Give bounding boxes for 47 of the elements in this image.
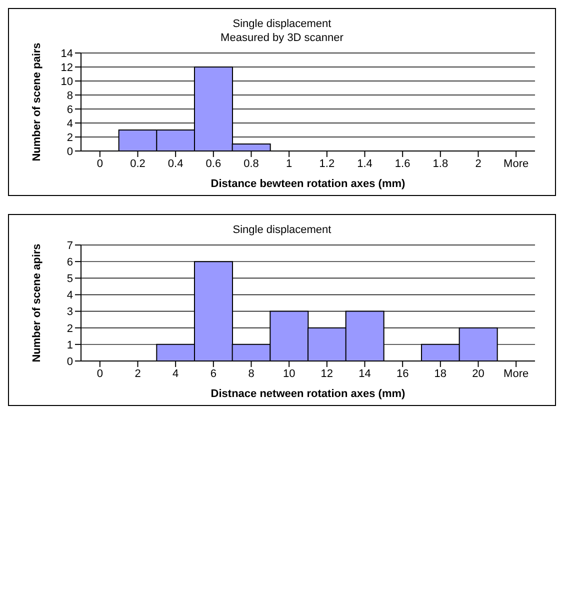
x-axis-title: Distance bewteen rotation axes (mm) xyxy=(210,178,406,190)
x-tick-label: 0.8 xyxy=(244,158,259,170)
x-tick-label: 1.2 xyxy=(319,158,335,170)
chart-title: Single displacement xyxy=(232,17,332,31)
x-tick-label: 16 xyxy=(396,368,409,380)
x-tick-label: 10 xyxy=(282,368,296,380)
x-tick-label: 18 xyxy=(434,368,447,380)
y-axis-title: Number of scene apirs xyxy=(31,244,43,362)
x-tick-label: 0.4 xyxy=(168,158,184,170)
x-tick-label: 2 xyxy=(475,158,482,170)
y-tick-label: 5 xyxy=(66,273,73,286)
y-tick-label: 14 xyxy=(60,48,73,60)
x-tick-label: 1.8 xyxy=(432,158,448,170)
chart-title: Single displacement xyxy=(232,223,332,237)
x-tick-label: 12 xyxy=(320,368,334,380)
x-tick-label: 14 xyxy=(358,368,371,380)
y-tick-label: 2 xyxy=(66,132,73,144)
x-tick-label: 0.6 xyxy=(206,158,222,170)
x-tick-label: More xyxy=(504,368,529,380)
x-tick-label: 1.4 xyxy=(357,158,372,170)
x-tick-label: 1 xyxy=(286,158,292,170)
x-axis-title: Distnace netween rotation axes (mm) xyxy=(210,388,406,400)
x-tick-label: 0 xyxy=(96,158,103,170)
y-axis-title: Number of scene pairs xyxy=(31,42,43,162)
y-tick-label: 3 xyxy=(66,306,73,318)
y-tick-label: 6 xyxy=(66,256,73,268)
x-tick-label: 20 xyxy=(472,368,484,380)
x-tick-label: 2 xyxy=(134,368,141,380)
y-tick-label: 7 xyxy=(66,240,73,252)
y-tick-label: 10 xyxy=(60,76,73,88)
y-tick-label: 1 xyxy=(66,339,73,352)
y-tick-label: 8 xyxy=(66,90,73,102)
y-tick-label: 0 xyxy=(66,146,73,158)
x-tick-label: 6 xyxy=(210,368,216,380)
y-tick-label: 4 xyxy=(66,290,73,302)
x-tick-label: 0 xyxy=(96,368,103,380)
x-tick-label: 4 xyxy=(172,368,179,380)
x-tick-label: More xyxy=(504,158,529,170)
y-tick-label: 6 xyxy=(66,104,73,116)
chart-subtitle: Measured by 3D scanner xyxy=(220,32,344,44)
y-tick-label: 2 xyxy=(66,322,73,335)
y-tick-label: 0 xyxy=(66,356,73,368)
x-tick-label: 8 xyxy=(248,368,254,380)
y-tick-label: 12 xyxy=(60,62,73,74)
y-tick-label: 4 xyxy=(66,118,73,130)
x-tick-label: 0.2 xyxy=(130,158,146,170)
x-tick-label: 1.6 xyxy=(394,158,410,170)
